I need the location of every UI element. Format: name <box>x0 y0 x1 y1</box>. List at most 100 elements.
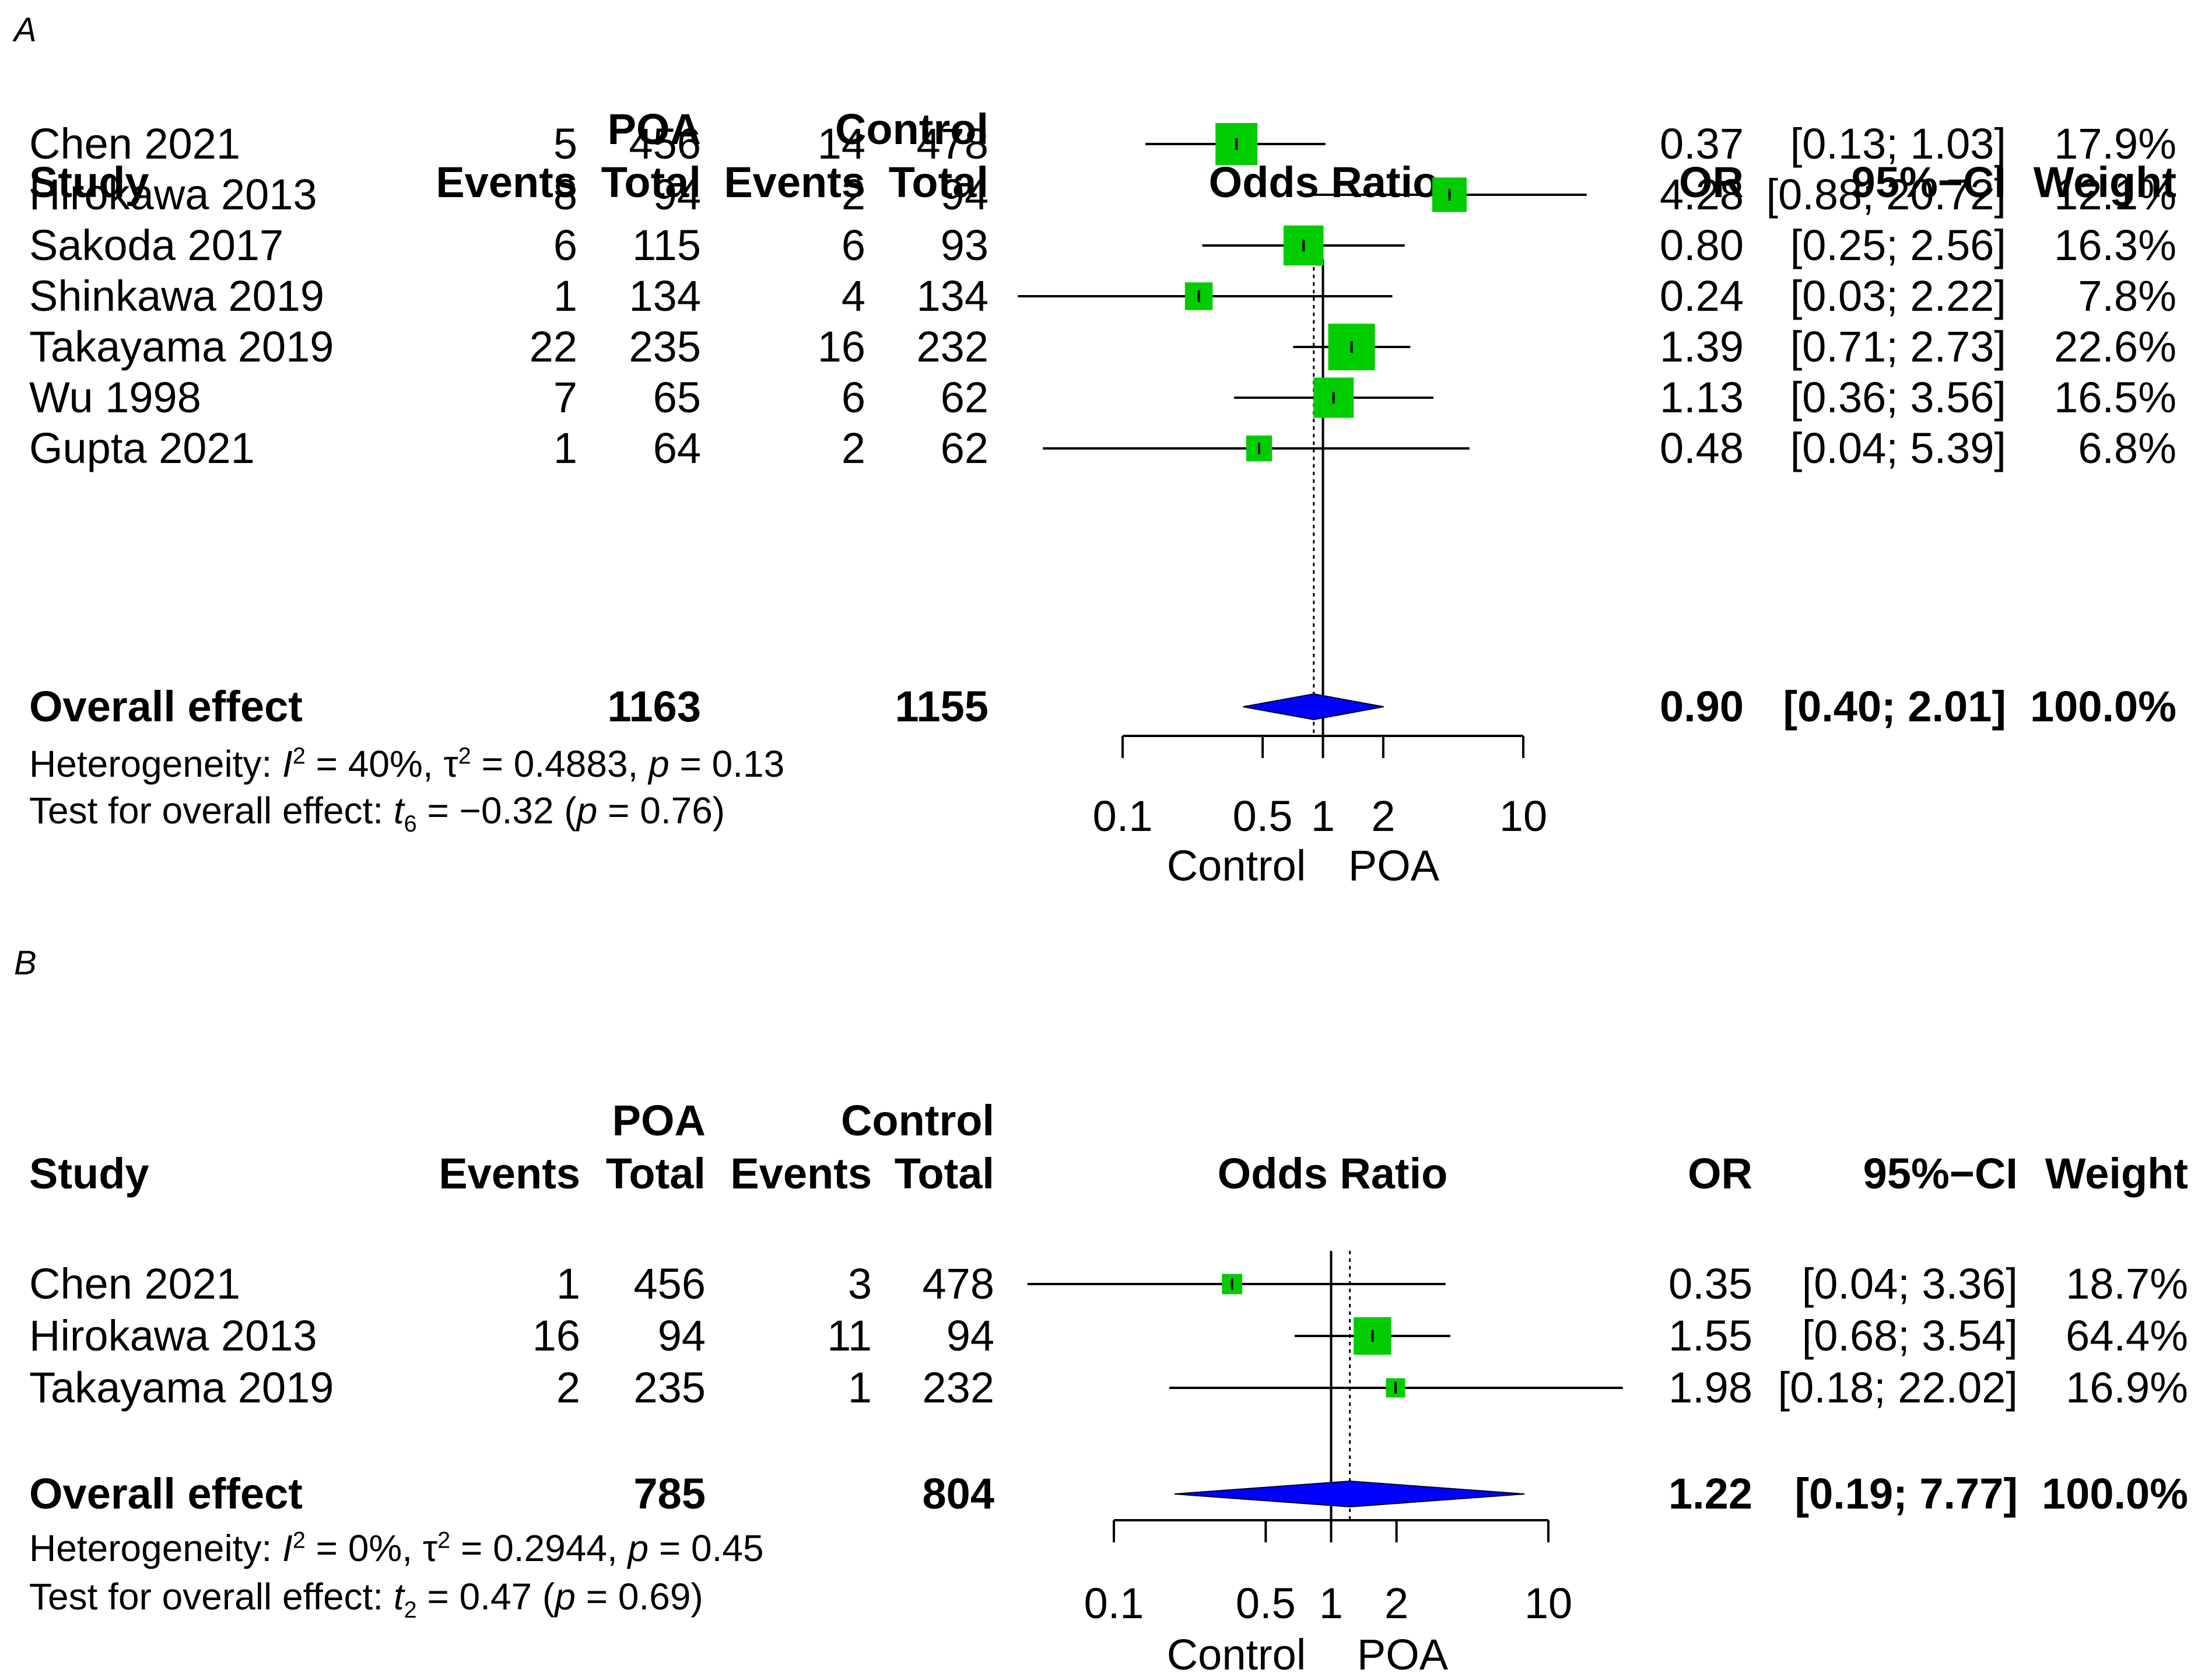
study-poa-events: 8 <box>553 170 577 219</box>
study-poa-events: 2 <box>556 1363 580 1412</box>
column-header-total: Total <box>888 158 988 206</box>
column-header-total: Total <box>601 158 701 206</box>
forest-plot-area <box>1027 1251 1623 1542</box>
study-ci-value: [0.04; 3.36] <box>1801 1260 2018 1308</box>
study-ci-value: [0.88; 20.72] <box>1766 170 2006 219</box>
study-name: Takayama 2019 <box>29 322 334 371</box>
group-label-control: Control <box>835 105 988 153</box>
study-weight-value: 16.5% <box>2054 373 2176 422</box>
overall-or-value: 1.22 <box>1668 1469 1752 1518</box>
x-axis-tick-label: 10 <box>1499 792 1548 840</box>
study-control-events: 3 <box>847 1260 872 1308</box>
overall-poa-total: 785 <box>633 1469 706 1518</box>
study-ci-value: [0.13; 1.03] <box>1790 120 2006 168</box>
overall-control-total: 804 <box>922 1469 994 1518</box>
study-name: Takayama 2019 <box>29 1363 334 1412</box>
overall-effect-test-text: Test for overall effect: t2 = 0.47 (p = … <box>29 1576 703 1623</box>
column-header-weight: Weight <box>2045 1149 2188 1198</box>
x-axis-label-poa: POA <box>1356 1630 1449 1679</box>
study-weight-value: 16.9% <box>2066 1363 2188 1412</box>
study-weight-value: 6.8% <box>2078 424 2176 472</box>
study-weight-value: 12.1% <box>2054 170 2176 219</box>
study-name: Hirokawa 2013 <box>29 170 317 219</box>
column-header-or: OR <box>1688 1149 1752 1198</box>
study-ci-value: [0.04; 5.39] <box>1790 424 2006 472</box>
study-or-value: 0.48 <box>1659 424 1744 472</box>
panel-label: A <box>14 11 37 49</box>
study-or-value: 0.24 <box>1659 272 1744 320</box>
study-or-value: 0.37 <box>1659 120 1744 168</box>
column-header-total: Total <box>605 1149 706 1198</box>
study-control-total: 232 <box>916 322 988 371</box>
study-control-events: 16 <box>817 322 865 371</box>
x-axis-tick-label: 0.5 <box>1235 1579 1296 1628</box>
study-weight-value: 7.8% <box>2078 272 2176 320</box>
overall-or-value: 0.90 <box>1659 682 1744 731</box>
study-name: Chen 2021 <box>29 1260 241 1308</box>
study-poa-events: 1 <box>556 1260 580 1308</box>
overall-label: Overall effect <box>29 682 303 731</box>
study-control-events: 1 <box>847 1363 872 1412</box>
study-control-total: 62 <box>940 373 988 422</box>
study-weight-value: 16.3% <box>2054 221 2176 269</box>
study-or-value: 0.35 <box>1668 1260 1752 1308</box>
study-name: Shinkawa 2019 <box>29 272 325 320</box>
overall-weight-value: 100.0% <box>2042 1469 2188 1518</box>
study-control-total: 134 <box>916 272 988 320</box>
forest-plot-a: A POA Control Study Events Total Events Total Od… <box>14 11 2176 890</box>
study-poa-total: 456 <box>633 1260 706 1308</box>
column-header-total: Total <box>894 1149 994 1198</box>
study-or-value: 0.80 <box>1659 221 1744 269</box>
study-poa-events: 6 <box>553 221 577 269</box>
overall-control-total: 1155 <box>895 682 988 731</box>
column-header-or: OR <box>1679 158 1744 206</box>
panel-label: B <box>14 944 37 982</box>
study-control-total: 94 <box>940 170 988 219</box>
x-axis-label-poa: POA <box>1348 841 1440 890</box>
x-axis-tick-label: 0.5 <box>1232 792 1293 840</box>
overall-ci-value: [0.40; 2.01] <box>1783 682 2006 731</box>
study-poa-total: 115 <box>632 221 701 269</box>
study-name: Chen 2021 <box>29 120 241 168</box>
study-control-events: 6 <box>841 373 865 422</box>
plot-title: Odds Ratio <box>1217 1149 1448 1198</box>
study-name: Gupta 2021 <box>29 424 255 472</box>
study-control-events: 6 <box>841 221 865 269</box>
study-poa-total: 235 <box>629 322 701 371</box>
column-header-study: Study <box>29 158 149 206</box>
study-weight-value: 17.9% <box>2054 120 2176 168</box>
study-poa-events: 1 <box>553 424 577 472</box>
group-label-experimental: POA <box>607 105 701 153</box>
study-or-value: 1.39 <box>1659 322 1744 371</box>
forest-plot-area <box>1018 123 1587 758</box>
study-or-value: 1.98 <box>1668 1363 1752 1412</box>
study-ci-value: [0.68; 3.54] <box>1801 1311 2018 1360</box>
study-control-total: 93 <box>940 221 988 269</box>
study-ci-value: [0.25; 2.56] <box>1790 221 2006 269</box>
overall-ci-value: [0.19; 7.77] <box>1794 1469 2018 1518</box>
study-poa-total: 134 <box>629 272 701 320</box>
study-or-value: 4.28 <box>1659 170 1744 219</box>
study-poa-events: 7 <box>553 373 577 422</box>
study-weight-value: 18.7% <box>2066 1260 2188 1308</box>
study-poa-events: 5 <box>553 120 577 168</box>
column-header-ci: 95%−CI <box>1863 1149 2018 1198</box>
study-control-total: 478 <box>922 1260 994 1308</box>
group-label-control: Control <box>840 1096 994 1145</box>
x-axis-label-control: Control <box>1166 841 1306 890</box>
study-poa-total: 94 <box>653 170 701 219</box>
column-header-events: Events <box>439 1149 580 1198</box>
study-control-events: 14 <box>817 120 865 168</box>
study-name: Sakoda 2017 <box>29 221 284 269</box>
study-or-value: 1.13 <box>1659 373 1744 422</box>
study-control-events: 2 <box>841 170 865 219</box>
group-label-experimental: POA <box>612 1096 706 1145</box>
x-axis-tick-label: 1 <box>1319 1579 1344 1628</box>
study-control-total: 62 <box>940 424 988 472</box>
column-header-ci: 95%−CI <box>1851 158 2006 206</box>
overall-diamond <box>1243 693 1384 721</box>
study-control-events: 2 <box>841 424 865 472</box>
heterogeneity-text: Heterogeneity: I2 = 40%, τ2 = 0.4883, p … <box>29 743 785 785</box>
overall-label: Overall effect <box>29 1469 303 1518</box>
study-control-total: 232 <box>922 1363 994 1412</box>
